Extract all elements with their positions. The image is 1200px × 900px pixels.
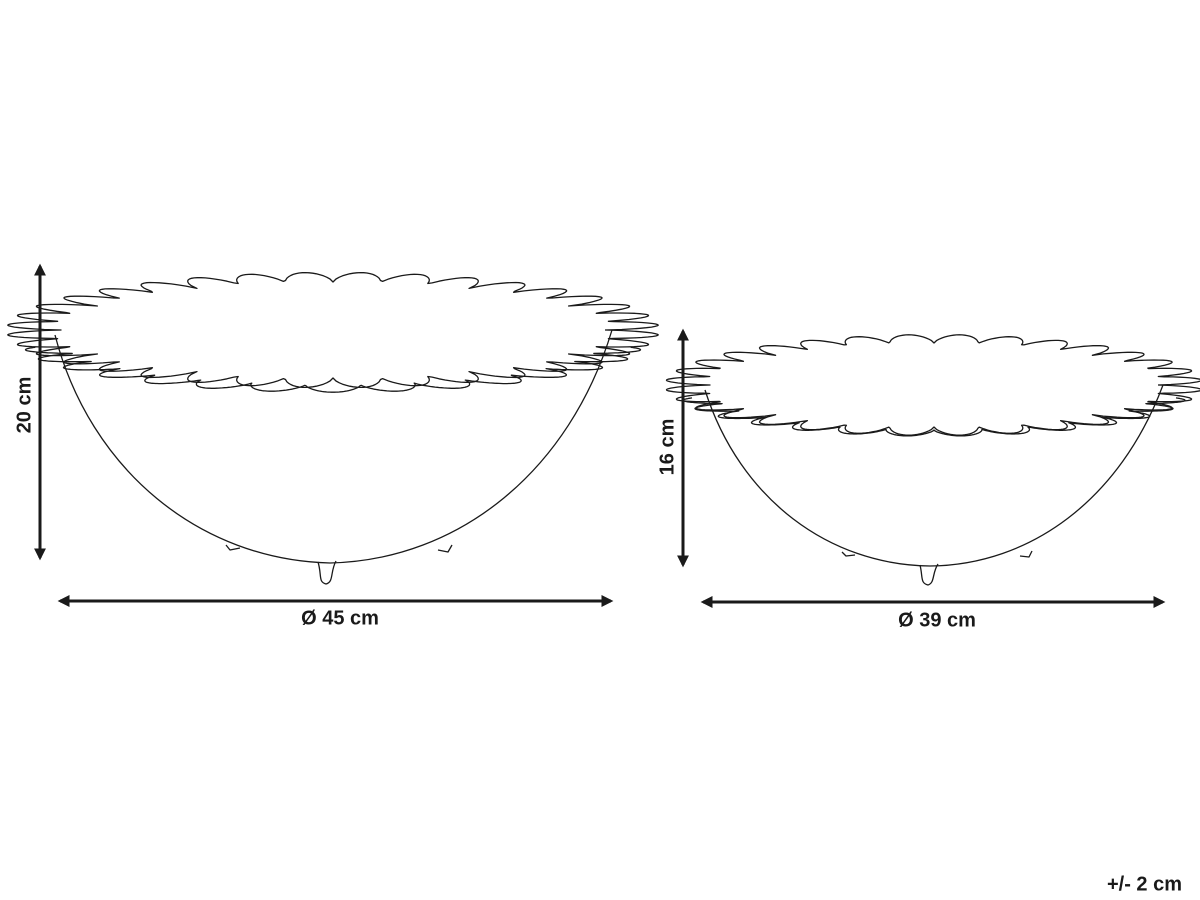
bowl-foot (225, 544, 241, 551)
bowl-foot (919, 563, 939, 586)
bowl-rim (665, 334, 1200, 436)
small-bowl (665, 334, 1200, 586)
bowl-foot (437, 544, 453, 553)
diameter-label: Ø 39 cm (898, 609, 976, 631)
bowl-body (704, 384, 1164, 567)
height-label: 16 cm (656, 419, 678, 476)
tolerance-note: +/- 2 cm (1107, 873, 1182, 895)
bowl-foot (317, 560, 337, 585)
bowl-rim (682, 397, 1186, 437)
large-bowl (7, 271, 659, 585)
bowl-body (54, 329, 613, 564)
bowl-rim (24, 346, 642, 393)
bowl-rim (7, 271, 659, 389)
diameter-label: Ø 45 cm (301, 607, 379, 629)
height-label: 20 cm (13, 377, 35, 434)
bowl-foot (1019, 550, 1033, 558)
bowl-foot (841, 551, 856, 557)
